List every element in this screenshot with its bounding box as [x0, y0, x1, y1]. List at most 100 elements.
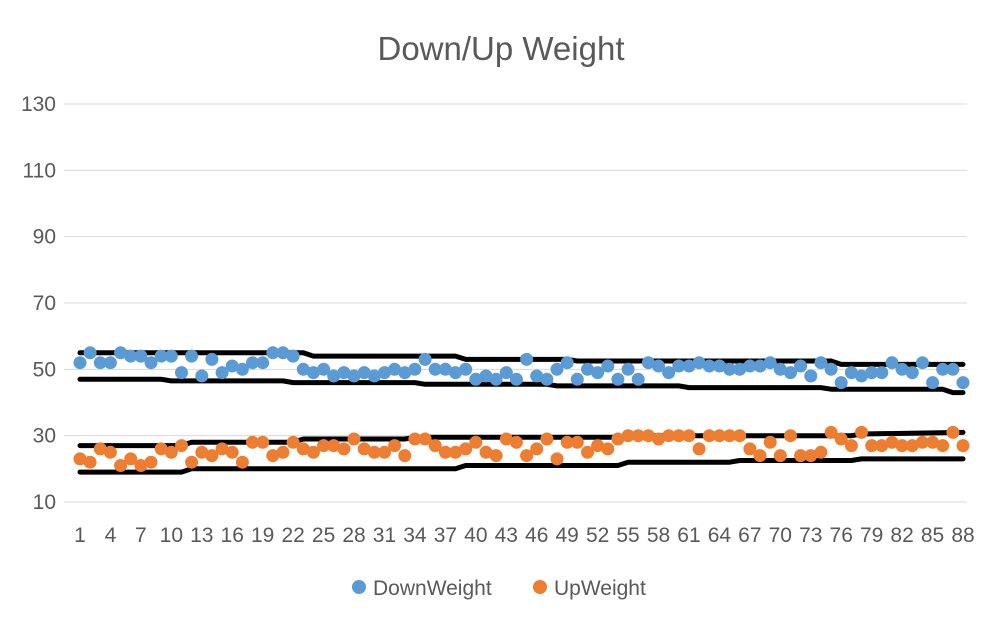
data-point [915, 435, 929, 449]
data-point [885, 356, 899, 370]
data-point [570, 435, 584, 449]
data-point [144, 356, 158, 370]
data-point [357, 442, 371, 456]
data-point [347, 369, 361, 383]
data-point [885, 435, 899, 449]
data-point [195, 445, 209, 459]
data-point [256, 356, 270, 370]
data-point [418, 352, 432, 366]
y-tick-label: 30 [33, 425, 56, 448]
data-point [428, 439, 442, 453]
data-point [327, 369, 341, 383]
data-point [398, 449, 412, 463]
data-point [601, 442, 615, 456]
x-tick-label: 13 [190, 524, 213, 547]
x-tick-label: 1 [74, 524, 86, 547]
data-point [540, 432, 554, 446]
data-point [306, 445, 320, 459]
x-tick-label: 82 [890, 524, 913, 547]
data-point [540, 372, 554, 386]
data-point [428, 362, 442, 376]
data-point [824, 362, 838, 376]
data-point [235, 455, 249, 469]
data-point [763, 435, 777, 449]
data-point [388, 362, 402, 376]
data-point [672, 359, 686, 373]
data-point [692, 442, 706, 456]
data-point [723, 429, 737, 443]
data-point [814, 445, 828, 459]
x-tick-label: 4 [105, 524, 117, 547]
data-point [479, 369, 493, 383]
data-point [266, 449, 280, 463]
data-point [205, 449, 219, 463]
data-point [469, 435, 483, 449]
y-tick-label: 70 [33, 292, 56, 315]
data-point [855, 369, 868, 383]
data-point [459, 442, 473, 456]
data-point [905, 439, 919, 453]
data-point [509, 435, 523, 449]
data-point [357, 366, 371, 380]
data-point [73, 356, 87, 370]
data-point [936, 362, 950, 376]
series-downweight [73, 346, 970, 390]
data-point [712, 359, 726, 373]
data-point [956, 376, 970, 390]
data-point [662, 429, 676, 443]
data-point [388, 439, 402, 453]
data-point [702, 429, 716, 443]
data-point [195, 369, 209, 383]
x-tick-label: 43 [495, 524, 518, 547]
data-point [773, 449, 787, 463]
data-point [784, 429, 797, 443]
legend: DownWeight UpWeight [352, 577, 646, 600]
data-point [915, 356, 929, 370]
x-tick-label: 52 [586, 524, 609, 547]
data-point [378, 366, 391, 380]
data-point [865, 439, 879, 453]
data-point [103, 445, 117, 459]
data-point [581, 362, 594, 376]
data-point [225, 445, 239, 459]
data-point [641, 429, 655, 443]
x-tick-label: 73 [799, 524, 822, 547]
data-point [631, 429, 645, 443]
data-point [164, 349, 178, 363]
data-point [205, 352, 219, 366]
data-point [784, 366, 797, 380]
x-tick-label: 34 [403, 524, 427, 547]
data-point [276, 346, 290, 360]
x-tick-label: 49 [555, 524, 578, 547]
data-point [337, 366, 351, 380]
data-point [733, 429, 747, 443]
y-axis-ticks: 10 30 50 70 90 110 130 [21, 93, 56, 514]
x-tick-label: 67 [738, 524, 761, 547]
data-point [83, 346, 97, 360]
data-point [124, 452, 138, 466]
chart-title: Down/Up Weight [377, 30, 624, 67]
data-point [702, 359, 716, 373]
data-point [936, 439, 950, 453]
data-point [855, 425, 868, 439]
data-point [611, 372, 625, 386]
x-tick-label: 19 [251, 524, 274, 547]
data-point [946, 362, 960, 376]
data-point [712, 429, 726, 443]
data-point [591, 439, 605, 453]
data-point [804, 449, 818, 463]
band-line-4 [77, 376, 966, 396]
data-point [743, 442, 757, 456]
data-point [560, 356, 574, 370]
data-point [601, 359, 615, 373]
x-tick-label: 70 [769, 524, 792, 547]
data-point [164, 445, 178, 459]
x-tick-label: 7 [135, 524, 147, 547]
data-point [753, 359, 767, 373]
data-point [865, 366, 879, 380]
data-points [73, 346, 970, 472]
data-point [438, 362, 452, 376]
legend-marker-downweight [352, 580, 366, 594]
x-tick-label: 64 [708, 524, 732, 547]
data-point [93, 356, 107, 370]
